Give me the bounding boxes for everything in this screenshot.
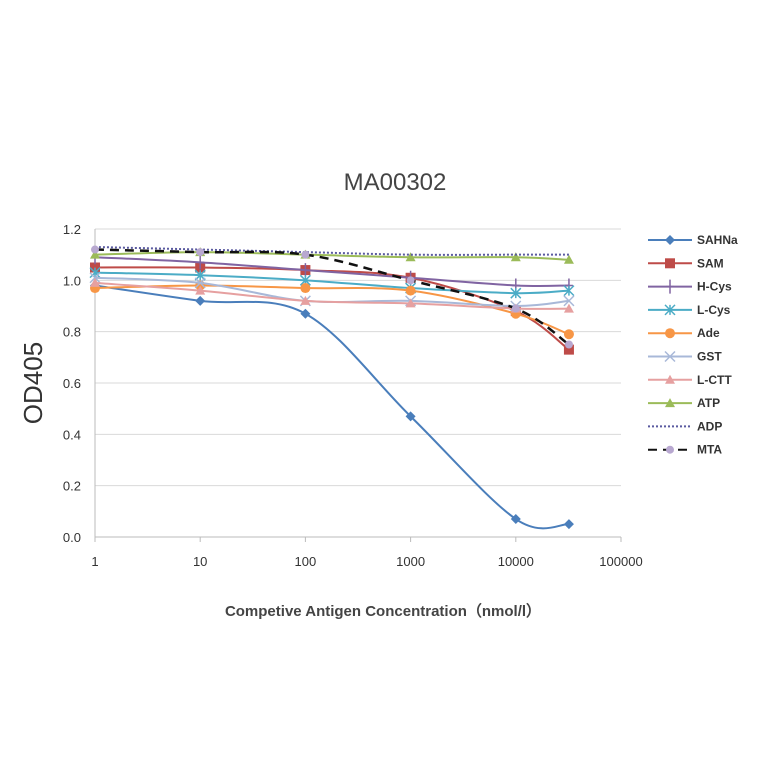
series-line-l-cys [94,271,569,295]
legend-item-l-ctt: L-CTT [648,373,732,387]
data-point-sahna [300,308,311,319]
series-adp [94,245,569,256]
legend-label-mta: MTA [697,443,722,457]
series-mta [91,245,573,349]
data-point-atp [405,252,416,262]
legend-marker-ade [665,328,675,339]
data-point-atp [563,254,574,264]
legend-label-sam: SAM [697,256,724,270]
y-tick-label: 1.0 [63,273,81,288]
legend-marker-h-cys [666,279,674,294]
legend-item-adp: ADP [648,419,722,433]
data-point-sam [563,344,574,355]
legend-item-gst: GST [648,350,722,364]
legend-marker-atp [665,398,675,408]
data-point-mta [511,304,520,313]
legend-label-l-cys: L-Cys [697,303,731,317]
data-point-l-ctt [405,298,416,308]
legend-item-l-cys: L-Cys [648,303,731,317]
data-point-l-ctt [300,295,311,305]
legend-marker-l-ctt [665,374,675,384]
legend-label-adp: ADP [697,419,722,433]
series-line-adp [94,245,569,256]
data-point-gst [563,295,575,307]
data-point-h-cys [196,255,205,270]
y-tick-label: 0.2 [63,479,81,494]
data-point-mta [564,340,573,349]
data-point-l-ctt [563,303,574,313]
legend-item-sam: SAM [648,256,724,270]
y-tick-label: 0.4 [63,427,81,442]
legend-item-sahna: SAHNa [648,233,738,247]
x-tick-label: 100000 [599,554,642,569]
legend-marker-sam [665,258,675,269]
legend-item-mta: MTA [648,443,722,457]
y-axis-label: OD405 [18,342,48,424]
data-point-l-cys [510,287,522,299]
x-tick-label: 10 [193,554,207,569]
legend-marker-mta [666,445,674,454]
legend-label-sahna: SAHNa [697,233,738,247]
data-point-mta [406,276,415,285]
legend-item-ade: Ade [648,326,720,340]
data-point-sam [90,262,100,273]
data-point-mta [301,250,310,259]
data-point-sahna [195,295,206,306]
x-tick-label: 1 [91,554,98,569]
data-point-sahna [563,519,574,530]
data-point-gst [89,272,101,284]
data-point-mta [91,245,99,254]
series-sahna [90,280,574,530]
data-point-sahna [510,514,521,525]
data-point-l-ctt [90,277,100,287]
legend-label-gst: GST [697,350,722,364]
x-tick-label: 10000 [498,554,534,569]
data-point-atp [510,252,521,262]
legend-marker-gst [664,350,676,363]
legend-label-h-cys: H-Cys [697,280,732,294]
y-tick-label: 1.2 [63,222,81,237]
data-point-l-ctt [195,285,206,295]
legend-marker-l-cys [664,304,676,316]
x-tick-label: 100 [295,554,317,569]
data-point-l-cys [89,267,101,279]
y-tick-label: 0.0 [63,530,81,545]
data-point-sahna [405,411,416,422]
legend-label-atp: ATP [697,396,720,410]
y-tick-label: 0.6 [63,376,81,391]
series-line-sahna [94,284,570,530]
data-point-ade [300,283,311,294]
data-point-l-cys [563,285,575,297]
legend-item-h-cys: H-Cys [648,279,732,294]
data-point-h-cys [301,263,310,278]
data-point-ade [563,329,574,340]
chart-title: MA00302 [344,169,447,196]
x-tick-label: 1000 [396,554,425,569]
y-tick-label: 0.8 [63,325,81,340]
data-point-ade [405,285,416,296]
legend-item-atp: ATP [648,396,720,410]
x-axis-label: Competive Antigen Concentration（nmol/l） [225,602,541,620]
legend-label-ade: Ade [697,326,720,340]
data-point-gst [194,277,206,289]
data-point-atp [90,249,100,259]
legend-marker-sahna [665,235,675,245]
data-point-mta [196,248,205,257]
legend-label-l-ctt: L-CTT [697,373,732,387]
series-ade [90,280,574,340]
